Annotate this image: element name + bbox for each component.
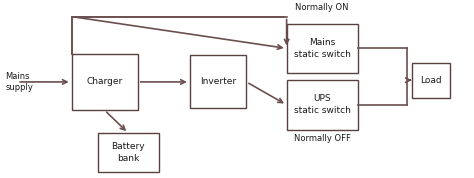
Text: UPS
static switch: UPS static switch <box>293 95 350 115</box>
Bar <box>412 62 450 98</box>
Text: Battery
bank: Battery bank <box>111 142 145 163</box>
Bar <box>98 133 159 172</box>
Text: Normally OFF: Normally OFF <box>293 134 350 143</box>
Text: Normally ON: Normally ON <box>295 3 349 12</box>
Bar <box>287 80 357 130</box>
Text: Charger: Charger <box>87 77 123 87</box>
Bar <box>72 54 138 110</box>
Text: Load: Load <box>420 76 442 85</box>
Bar <box>190 55 246 108</box>
Text: Mains
supply: Mains supply <box>5 72 33 92</box>
Text: Mains
static switch: Mains static switch <box>293 38 350 59</box>
Bar <box>287 24 357 73</box>
Text: Inverter: Inverter <box>200 77 236 87</box>
